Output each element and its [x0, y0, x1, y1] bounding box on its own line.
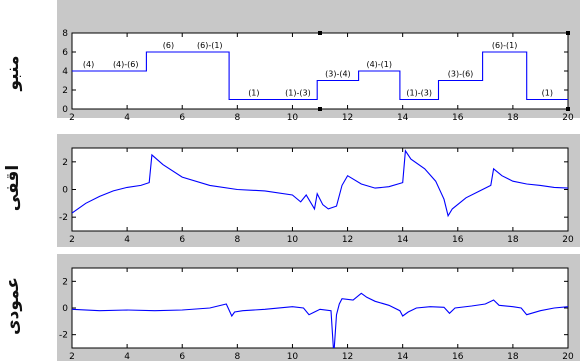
x-tick-label: 12 — [342, 113, 353, 123]
step-label: (4) — [83, 60, 94, 69]
y-tick-label: 2 — [62, 158, 68, 168]
x-tick-label: 2 — [69, 113, 75, 123]
x-tick-label: 20 — [562, 352, 574, 361]
y-tick-label: -2 — [59, 213, 68, 223]
x-tick-label: 18 — [507, 235, 519, 245]
x-tick-label: 8 — [234, 113, 240, 123]
x-tick-label: 20 — [562, 235, 574, 245]
y-tick-label: 6 — [62, 48, 68, 58]
x-tick-label: 4 — [124, 352, 130, 361]
x-tick-label: 14 — [397, 352, 409, 361]
x-tick-label: 16 — [452, 235, 464, 245]
y-axis-label: اقفی — [3, 165, 23, 211]
step-label: (6)-(1) — [492, 41, 518, 50]
y-tick-label: 0 — [62, 105, 68, 115]
y-tick-label: 2 — [62, 86, 68, 96]
x-tick-label: 2 — [69, 352, 75, 361]
frame-marker — [318, 31, 322, 35]
x-tick-label: 16 — [452, 113, 464, 123]
plot-area-3 — [71, 267, 569, 349]
y-tick-label: 8 — [62, 29, 68, 39]
frame-marker — [566, 31, 570, 35]
x-tick-label: 6 — [179, 113, 185, 123]
x-tick-label: 8 — [234, 352, 240, 361]
frame-marker — [566, 107, 570, 111]
frame-marker — [318, 107, 322, 111]
x-tick-label: 8 — [234, 235, 240, 245]
x-tick-label: 18 — [507, 352, 519, 361]
x-tick-label: 4 — [124, 113, 130, 123]
y-tick-label: -2 — [59, 331, 68, 341]
y-axis-label: عمودی — [3, 277, 23, 335]
x-tick-label: 6 — [179, 352, 185, 361]
x-tick-label: 20 — [562, 113, 574, 123]
step-label: (4)-(6) — [113, 60, 139, 69]
step-label: (1) — [542, 89, 553, 98]
step-label: (1)-(3) — [285, 89, 311, 98]
x-tick-label: 16 — [452, 352, 464, 361]
y-axis-label: منبو — [3, 55, 23, 91]
step-label: (1)-(3) — [406, 89, 432, 98]
step-label: (6) — [163, 41, 174, 50]
series-line-1 — [72, 51, 568, 101]
step-label: (4)-(1) — [366, 60, 392, 69]
x-tick-label: 12 — [342, 235, 353, 245]
x-tick-label: 18 — [507, 113, 519, 123]
y-tick-label: 2 — [62, 277, 68, 287]
step-label: (6)-(1) — [197, 41, 223, 50]
x-tick-label: 6 — [179, 235, 185, 245]
x-tick-label: 10 — [287, 113, 299, 123]
x-tick-label: 14 — [397, 235, 409, 245]
y-tick-label: 0 — [62, 186, 68, 196]
y-tick-label: 0 — [62, 304, 68, 314]
x-tick-label: 10 — [287, 235, 299, 245]
x-tick-label: 2 — [69, 235, 75, 245]
series-line-2 — [72, 149, 568, 218]
step-label: (1) — [248, 89, 259, 98]
x-tick-label: 10 — [287, 352, 299, 361]
step-label: (3)-(4) — [325, 70, 351, 79]
x-tick-label: 12 — [342, 352, 353, 361]
series-line-3 — [72, 292, 568, 348]
x-tick-label: 4 — [124, 235, 130, 245]
plot-area-2 — [71, 147, 569, 232]
step-label: (3)-(6) — [448, 70, 474, 79]
x-tick-label: 14 — [397, 113, 409, 123]
y-tick-label: 4 — [62, 67, 68, 77]
